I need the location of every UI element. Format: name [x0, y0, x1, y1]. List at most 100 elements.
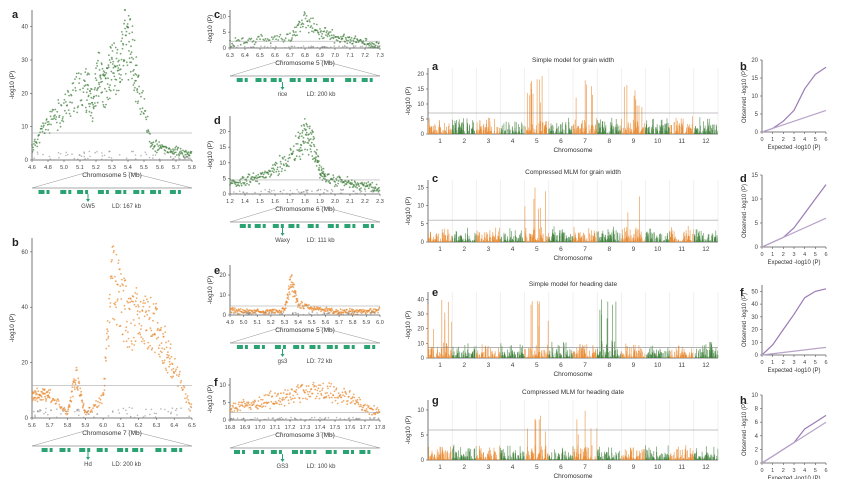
data-point: [310, 45, 313, 47]
data-point: [58, 156, 60, 159]
data-point: [180, 386, 183, 389]
data-point: [337, 392, 340, 395]
data-point: [99, 85, 101, 88]
chromosome-tick-label: 2: [462, 138, 466, 145]
x-tick-label: 5.9: [82, 423, 90, 429]
data-point: [235, 309, 238, 311]
x-tick-label: 5.7: [46, 423, 54, 429]
data-point: [131, 407, 133, 410]
data-point: [238, 185, 241, 187]
chromosome-tick-label: 12: [702, 246, 710, 253]
data-point: [299, 30, 302, 33]
data-point: [307, 189, 309, 191]
data-point: [45, 400, 47, 402]
data-point: [255, 313, 257, 315]
x-tick-label: 6.8: [301, 53, 309, 59]
data-point: [154, 306, 157, 308]
panel-letter-d: d: [214, 115, 221, 127]
data-point: [292, 31, 295, 33]
data-point: [154, 144, 156, 147]
data-point: [328, 34, 331, 37]
gene-block: [317, 345, 321, 349]
data-point: [293, 283, 295, 286]
data-point: [43, 413, 45, 415]
data-point: [127, 50, 130, 52]
data-point: [341, 309, 344, 311]
data-point: [163, 361, 166, 364]
gene-block: [123, 190, 127, 194]
data-point: [296, 143, 299, 145]
data-point: [71, 153, 73, 155]
data-point: [342, 311, 345, 314]
gene-block: [296, 224, 300, 228]
data-point: [68, 406, 71, 408]
data-point: [175, 368, 178, 371]
data-point: [145, 118, 148, 121]
data-point: [110, 78, 113, 81]
data-point: [331, 190, 334, 192]
data-point: [136, 414, 139, 417]
data-point: [154, 351, 156, 354]
x-tick-label: 16.8: [225, 425, 236, 431]
x-axis-title: Chromosome 5 (Mb): [82, 172, 142, 179]
data-point: [242, 405, 244, 407]
data-point: [312, 381, 315, 384]
data-point: [138, 317, 140, 320]
data-point: [90, 88, 93, 91]
data-point: [179, 158, 181, 160]
data-point: [169, 363, 172, 366]
data-point: [247, 401, 250, 404]
data-point: [71, 390, 73, 393]
data-point: [134, 324, 136, 327]
gene-block: [353, 78, 357, 82]
gene-block: [325, 450, 332, 454]
data-point: [175, 154, 178, 156]
data-point: [132, 74, 135, 76]
x-tick-label: 5.1: [253, 320, 261, 326]
data-point: [118, 59, 120, 62]
data-point: [96, 65, 99, 67]
data-point: [341, 391, 344, 394]
data-point: [107, 330, 109, 333]
data-point: [342, 188, 345, 191]
data-point: [349, 41, 351, 44]
data-point: [126, 300, 129, 303]
data-point: [233, 191, 235, 193]
data-point: [122, 284, 124, 287]
gene-block: [305, 78, 312, 82]
data-point: [324, 175, 327, 178]
data-point: [31, 144, 33, 146]
gene-block: [330, 78, 334, 82]
data-point: [167, 410, 169, 413]
data-point: [114, 280, 117, 283]
data-point: [318, 167, 320, 169]
data-point: [295, 313, 297, 316]
data-point: [94, 102, 96, 104]
data-point: [377, 418, 380, 421]
ld-label: LD: 167 kb: [112, 204, 142, 210]
data-point: [52, 109, 55, 111]
data-point: [289, 189, 292, 192]
data-point: [286, 192, 288, 195]
chromosome-tick-label: 7: [583, 138, 587, 145]
data-point: [128, 406, 131, 409]
data-point: [246, 312, 248, 314]
data-point: [316, 148, 318, 151]
data-point: [230, 407, 233, 410]
data-point: [334, 396, 336, 399]
chromosome-tick-label: 3: [487, 246, 491, 253]
data-point: [375, 41, 378, 44]
gene-block: [289, 78, 296, 82]
data-point: [141, 107, 144, 110]
data-point: [271, 170, 274, 173]
gene-block: [278, 78, 282, 82]
data-point: [112, 89, 115, 91]
data-point: [122, 407, 125, 410]
data-point: [110, 70, 113, 73]
chromosome-tick-label: 2: [462, 246, 466, 253]
data-point: [150, 329, 153, 332]
data-point: [169, 343, 172, 345]
data-point: [256, 404, 259, 407]
data-point: [351, 42, 354, 45]
data-point: [43, 388, 46, 391]
